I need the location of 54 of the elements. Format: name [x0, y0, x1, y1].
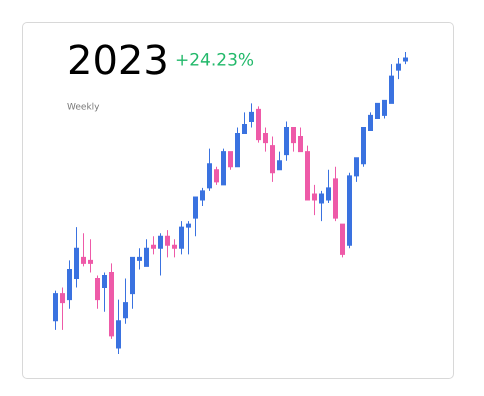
candlestick — [319, 190, 324, 222]
candlestick — [368, 112, 373, 132]
chart-title: 2023 — [67, 38, 169, 84]
candlestick — [207, 148, 212, 192]
candlestick — [67, 260, 72, 310]
candlestick — [151, 236, 156, 255]
candlestick — [347, 172, 352, 249]
candlestick — [235, 127, 240, 168]
candlestick — [396, 58, 401, 80]
candlestick — [60, 287, 65, 330]
candlestick — [389, 64, 394, 104]
candlestick — [53, 290, 58, 330]
candlestick — [172, 238, 177, 258]
candlestick — [340, 224, 345, 258]
candlestick — [137, 248, 142, 270]
candlestick — [298, 127, 303, 152]
candlestick — [102, 272, 107, 312]
candlestick — [333, 166, 338, 222]
candlestick — [186, 220, 191, 255]
candlestick — [95, 274, 100, 310]
candlestick — [375, 102, 380, 119]
candlestick — [312, 184, 317, 216]
candlestick — [109, 262, 114, 340]
candlestick — [361, 127, 366, 168]
candlestick — [158, 232, 163, 276]
candlestick — [221, 148, 226, 186]
candlestick — [123, 278, 128, 324]
candlestick — [382, 100, 387, 119]
candlestick — [228, 151, 233, 170]
candlestick — [144, 238, 149, 267]
candlestick — [165, 230, 170, 258]
candlestick — [326, 169, 331, 204]
candlestick — [256, 106, 261, 144]
candlestick — [214, 166, 219, 186]
annotation: +24.23% — [175, 50, 254, 70]
candlestick — [263, 127, 268, 152]
candlestick — [130, 256, 135, 310]
candlestick — [291, 127, 296, 152]
candlestick — [179, 220, 184, 255]
candlestick — [249, 102, 254, 128]
candlestick — [200, 187, 205, 207]
candlestick — [270, 136, 275, 182]
candlestick — [88, 238, 93, 273]
candlestick — [193, 196, 198, 237]
candlestick — [116, 299, 121, 354]
text: Weekly — [67, 102, 100, 112]
candlestick — [305, 145, 310, 200]
candlestick — [284, 120, 289, 162]
candlestick — [74, 226, 79, 288]
candlestick — [354, 157, 359, 182]
candlestick — [242, 112, 247, 134]
candlestick — [403, 52, 408, 65]
candlestick — [277, 151, 282, 170]
candlestick — [81, 232, 86, 267]
